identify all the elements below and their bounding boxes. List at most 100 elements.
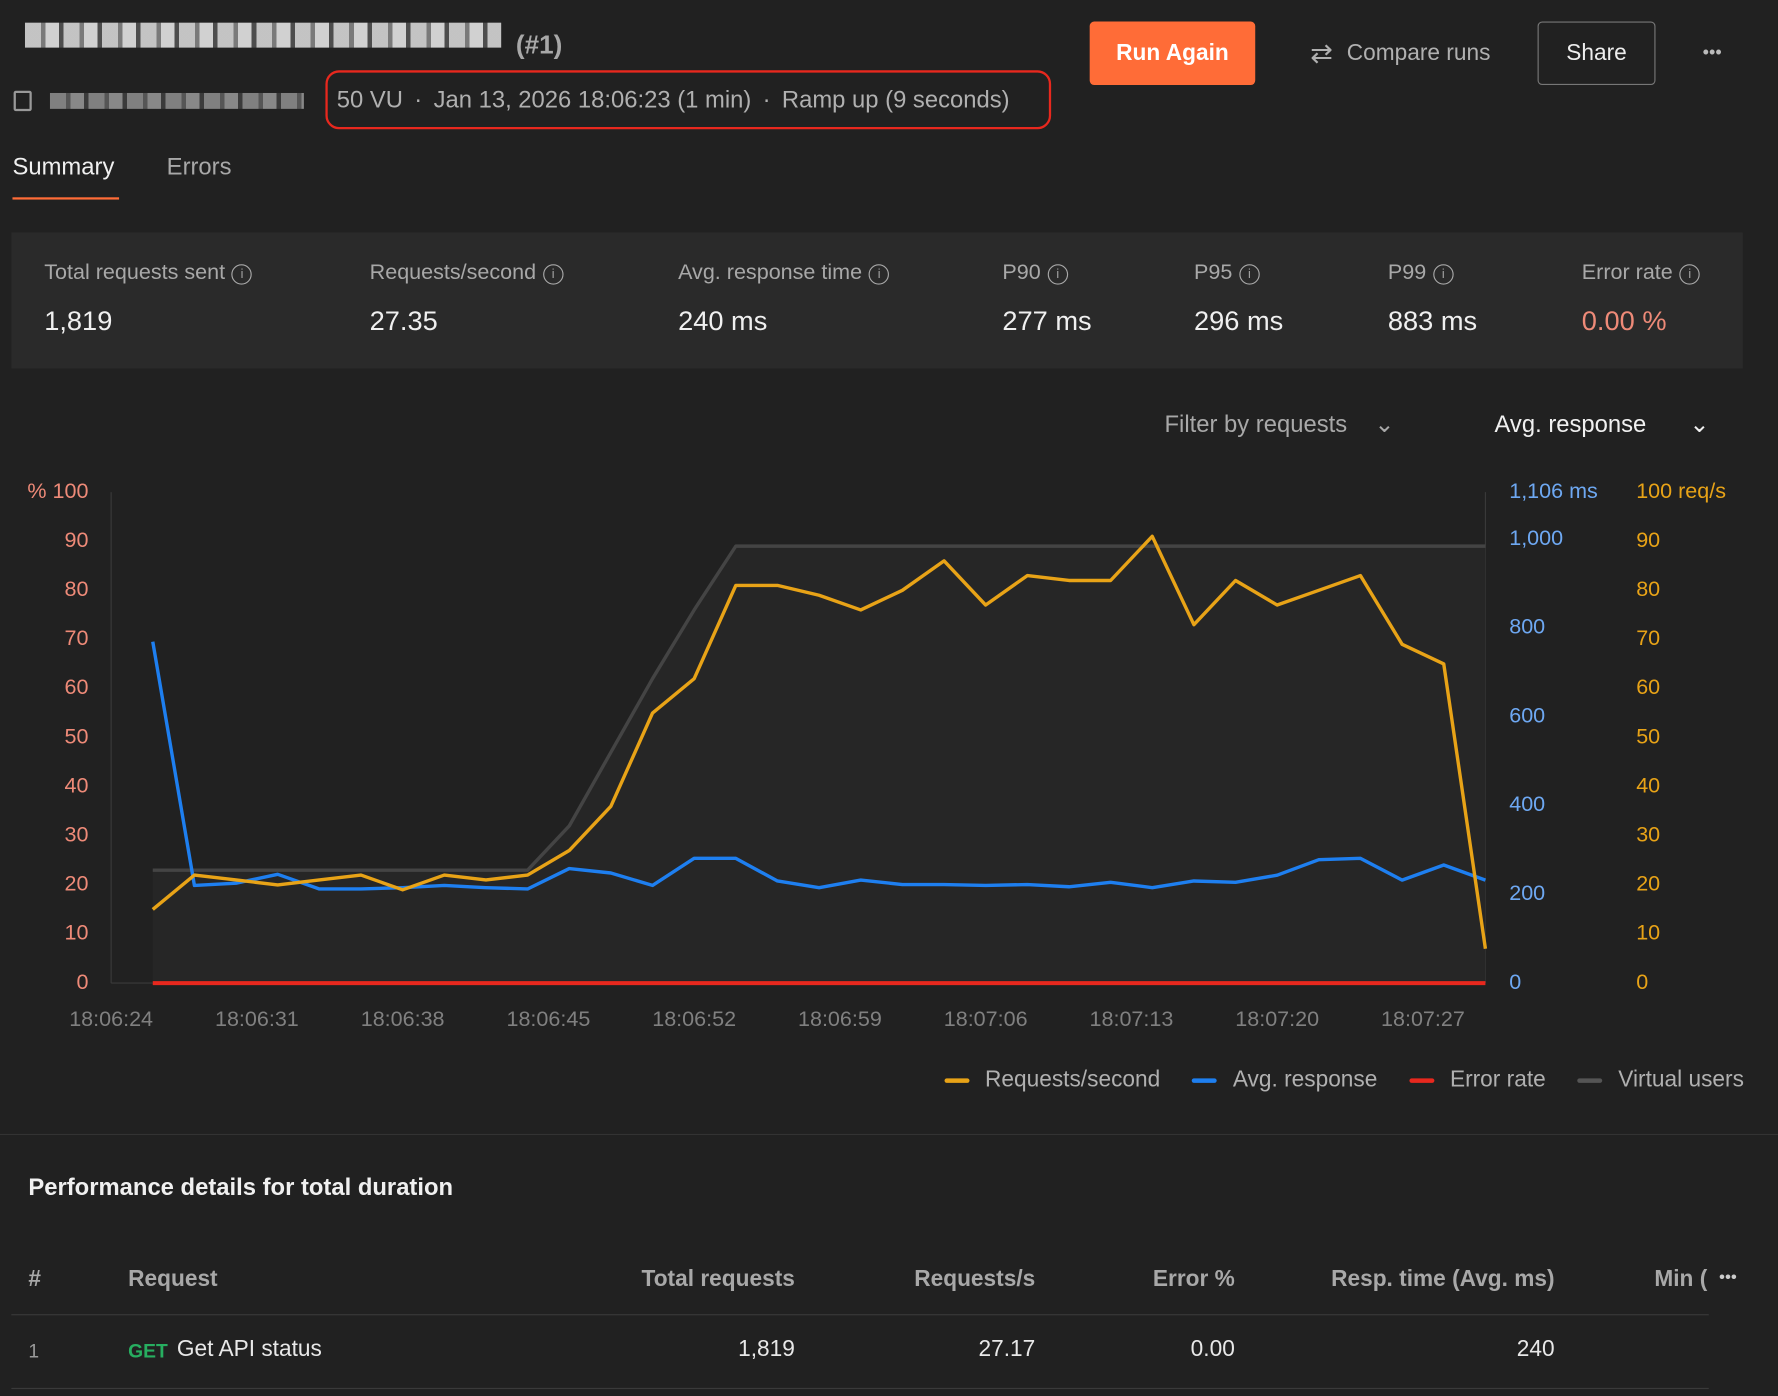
series-line: [151, 641, 1486, 891]
x-tick-label: 18:06:38: [361, 1007, 445, 1031]
legend-item[interactable]: Virtual users: [1577, 1067, 1744, 1093]
x-tick-label: 18:07:06: [944, 1007, 1028, 1031]
y3-tick-label: 90: [1636, 528, 1660, 552]
x-tick-label: 18:06:24: [69, 1007, 153, 1031]
info-icon[interactable]: i: [1047, 264, 1068, 285]
label-text: Avg. response time: [678, 260, 863, 285]
y-tick-label: 90: [64, 528, 88, 552]
y2-tick-label: 0: [1509, 970, 1521, 994]
filter-requests[interactable]: Filter by requests ⌄: [1164, 411, 1395, 438]
info-icon[interactable]: i: [231, 264, 253, 285]
series-line: [151, 534, 1488, 949]
tab-errors[interactable]: Errors: [166, 154, 232, 181]
metric-value: 296 ms: [1193, 306, 1284, 337]
virtual-users-area: [152, 546, 1486, 984]
legend-item[interactable]: Avg. response: [1191, 1067, 1378, 1093]
column-header: Error %: [1152, 1266, 1235, 1292]
run-again-button[interactable]: Run Again: [1089, 21, 1256, 86]
cell: 27.17: [978, 1336, 1036, 1362]
y3-tick-label: 50: [1636, 724, 1660, 748]
more-button[interactable]: •••: [1702, 43, 1722, 63]
legend-label: Error rate: [1449, 1067, 1546, 1092]
y-tick-label: 30: [64, 822, 88, 846]
info-icon[interactable]: i: [868, 264, 890, 285]
x-tick-label: 18:07:13: [1090, 1007, 1174, 1031]
cell: 240: [1516, 1336, 1555, 1362]
blurred-title: [24, 22, 502, 48]
cell: 1: [28, 1340, 40, 1362]
column-header: Min (: [1654, 1266, 1708, 1292]
y2-tick-label: 800: [1509, 615, 1545, 639]
x-tick-label: 18:07:20: [1235, 1007, 1319, 1031]
y2-tick-label: 600: [1509, 703, 1545, 727]
metrics-panel: [11, 232, 1743, 369]
y-tick-label: 0: [76, 970, 88, 994]
label-text: P99: [1387, 260, 1427, 285]
metric-label: P99 i: [1388, 261, 1454, 286]
tab-summary[interactable]: Summary: [12, 154, 115, 181]
highlight-box: [325, 70, 1052, 130]
metric-label: Avg. response time i: [678, 260, 890, 286]
metric-label: Error rate i: [1582, 261, 1700, 286]
column-menu[interactable]: •••: [1718, 1267, 1737, 1287]
info-icon[interactable]: i: [1679, 264, 1700, 285]
cell: Get API status: [176, 1336, 322, 1362]
icon: [13, 90, 32, 112]
label-text: Total requests sent: [44, 260, 226, 285]
share-button[interactable]: Share: [1537, 21, 1656, 86]
column-header: #: [28, 1266, 41, 1292]
legend-swatch: [944, 1077, 970, 1083]
filter-label: Filter by requests: [1164, 411, 1348, 438]
y2-tick-label: 400: [1509, 792, 1545, 816]
legend-label: Avg. response: [1232, 1067, 1378, 1092]
divider: [0, 1133, 1778, 1136]
label-text: P95: [1193, 260, 1233, 285]
column-header: Resp. time (Avg. ms): [1331, 1266, 1555, 1292]
metric-value: 27.35: [369, 306, 438, 337]
meta-date: Jan 13, 2026 18:06:23 (1 min): [433, 87, 752, 114]
x-tick-label: 18:06:45: [506, 1007, 590, 1031]
table-divider: [11, 1387, 1709, 1390]
x-tick-label: 18:06:31: [215, 1007, 299, 1031]
y-tick-label: 50: [64, 724, 88, 748]
filter-metric[interactable]: Avg. response ⌄: [1494, 411, 1710, 438]
y2-tick-label: 1,000: [1509, 526, 1563, 550]
series-line: [152, 544, 1486, 872]
run-meta: 50 VU · Jan 13, 2026 18:06:23 (1 min) · Ramp…: [336, 87, 1010, 114]
legend-item[interactable]: Error rate: [1409, 1067, 1546, 1093]
legend: Requests/second Avg. response Error rate Vi…: [944, 1067, 1744, 1093]
table-divider: [11, 1314, 1709, 1316]
compare-label: Compare runs: [1346, 40, 1491, 66]
legend-label: Requests/second: [985, 1067, 1161, 1092]
column-header: Requests/s: [914, 1266, 1036, 1292]
y-tick-label: 80: [64, 577, 88, 601]
metric-label: Requests/second i: [370, 261, 564, 286]
x-tick-label: 18:06:52: [652, 1007, 736, 1031]
info-icon[interactable]: i: [542, 264, 564, 285]
compare-runs-button[interactable]: ⇄ Compare runs: [1310, 37, 1491, 69]
metric-label: Total requests sent i: [44, 260, 253, 286]
meta-ramp: Ramp up (9 seconds): [781, 87, 1010, 114]
y3-tick-label: 60: [1636, 675, 1660, 699]
label-text: Error rate: [1581, 260, 1673, 285]
legend-label: Virtual users: [1618, 1067, 1744, 1092]
legend-swatch: [1577, 1077, 1603, 1083]
filter-label: Avg. response: [1494, 411, 1647, 438]
y-tick-label: 70: [64, 626, 88, 650]
x-tick-label: 18:07:27: [1381, 1007, 1465, 1031]
y-tick-label: 10: [64, 921, 88, 945]
info-icon[interactable]: i: [1239, 264, 1260, 285]
metric-label: P95 i: [1194, 261, 1260, 286]
y-tick-label: 40: [64, 773, 88, 797]
legend-item[interactable]: Requests/second: [944, 1067, 1160, 1093]
y-tick-label: % 100: [27, 479, 88, 503]
metric-value: 240 ms: [678, 306, 768, 337]
run-number: (#1): [515, 29, 563, 59]
info-icon[interactable]: i: [1433, 264, 1454, 285]
label-text: Requests/second: [369, 260, 537, 285]
legend-swatch: [1191, 1077, 1217, 1083]
metric-value: 1,819: [44, 306, 113, 337]
